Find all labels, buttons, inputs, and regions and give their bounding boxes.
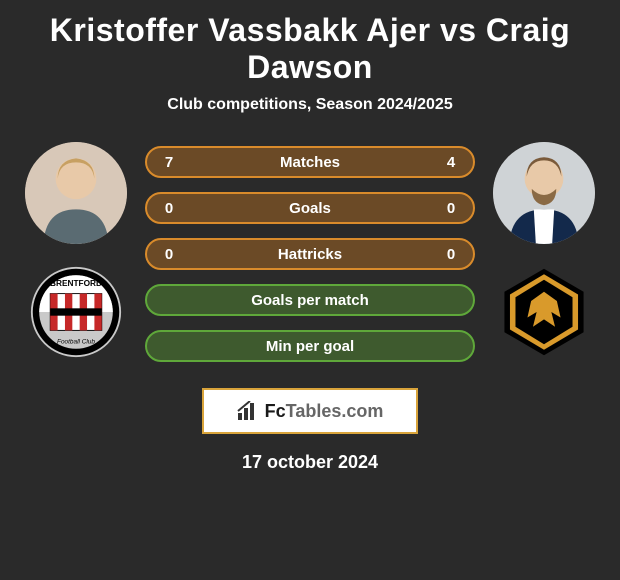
svg-text:BRENTFORD: BRENTFORD (50, 279, 102, 288)
date-label: 17 october 2024 (10, 452, 610, 473)
right-player-avatar (493, 142, 595, 244)
comparison-card: Kristoffer Vassbakk Ajer vs Craig Dawson… (0, 0, 620, 481)
stats-column: 7 Matches 4 0 Goals 0 0 Hattricks 0 (145, 142, 475, 362)
stat-label: Matches (280, 154, 340, 171)
stat-pill-hattricks: 0 Hattricks 0 (145, 238, 475, 270)
brand-fc: Fc (265, 401, 286, 421)
stat-pill-goals: 0 Goals 0 (145, 192, 475, 224)
stat-pill-goals-per-match: Goals per match (145, 284, 475, 316)
stat-row: Min per goal (145, 330, 475, 362)
left-club-badge: BRENTFORD Football Club (30, 266, 122, 358)
stat-right-value: 0 (445, 200, 457, 217)
stat-label: Goals (289, 200, 331, 217)
stat-label: Goals per match (251, 292, 369, 309)
stat-left-value: 0 (163, 246, 175, 263)
stat-left-value: 7 (163, 154, 175, 171)
right-club-badge (498, 266, 590, 358)
wolves-badge-icon (498, 266, 590, 358)
stat-right-value: 0 (445, 246, 457, 263)
stat-right-value: 4 (445, 154, 457, 171)
stat-left-value: 0 (163, 200, 175, 217)
stat-pill-matches: 7 Matches 4 (145, 146, 475, 178)
stat-row: 0 Goals 0 (145, 192, 475, 224)
brand-rest: Tables.com (286, 401, 384, 421)
stat-pill-min-per-goal: Min per goal (145, 330, 475, 362)
brand-box[interactable]: FcTables.com (202, 388, 418, 434)
left-player-avatar (25, 142, 127, 244)
brentford-badge-icon: BRENTFORD Football Club (30, 266, 122, 358)
stat-label: Hattricks (278, 246, 342, 263)
stat-row: 7 Matches 4 (145, 146, 475, 178)
person-icon (493, 142, 595, 244)
stat-label: Min per goal (266, 338, 354, 355)
chart-icon (237, 401, 259, 421)
stat-row: Goals per match (145, 284, 475, 316)
stat-row: 0 Hattricks 0 (145, 238, 475, 270)
person-icon (25, 142, 127, 244)
svg-text:Football Club: Football Club (57, 338, 95, 345)
main-row: BRENTFORD Football Club 7 Matches 4 (10, 142, 610, 362)
brand-text: FcTables.com (265, 401, 384, 422)
page-subtitle: Club competitions, Season 2024/2025 (10, 96, 610, 114)
right-player-column (489, 142, 599, 358)
left-player-column: BRENTFORD Football Club (21, 142, 131, 358)
page-title: Kristoffer Vassbakk Ajer vs Craig Dawson (10, 12, 610, 86)
